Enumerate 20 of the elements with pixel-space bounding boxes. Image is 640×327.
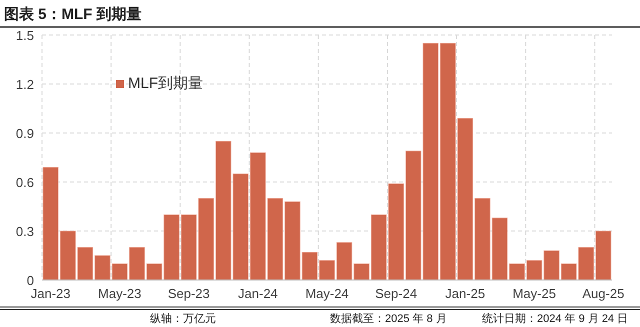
x-tick-label: Sep-23	[168, 286, 210, 301]
text: 纵轴：万亿元	[150, 312, 216, 325]
x-tick-label: Jan-23	[30, 286, 71, 301]
x-tick-label: Sep-24	[375, 286, 418, 301]
text: 数据截至：2025 年 8 月	[330, 312, 447, 325]
legend-label: MLF到期量	[128, 75, 203, 92]
y-tick-label: 0.3	[16, 224, 34, 239]
y-tick-label: 0.9	[16, 126, 34, 141]
x-tick-label: May-24	[305, 286, 349, 301]
y-tick-label: 1.5	[16, 28, 34, 43]
y-tick-label: 1.2	[16, 77, 34, 92]
x-tick-label: Aug-25	[582, 286, 624, 301]
text: 统计日期：2024 年 9 月 24 日	[482, 312, 628, 325]
y-tick-label: 0.6	[16, 175, 34, 190]
x-tick-label: Jan-24	[238, 286, 278, 301]
x-tick-label: May-23	[98, 286, 142, 301]
x-tick-label: Jan-25	[445, 286, 486, 301]
y-tick-label: 0	[26, 273, 34, 288]
chart-title: 图表 5：MLF 到期量	[4, 6, 142, 23]
x-tick-label: May-25	[512, 286, 556, 301]
